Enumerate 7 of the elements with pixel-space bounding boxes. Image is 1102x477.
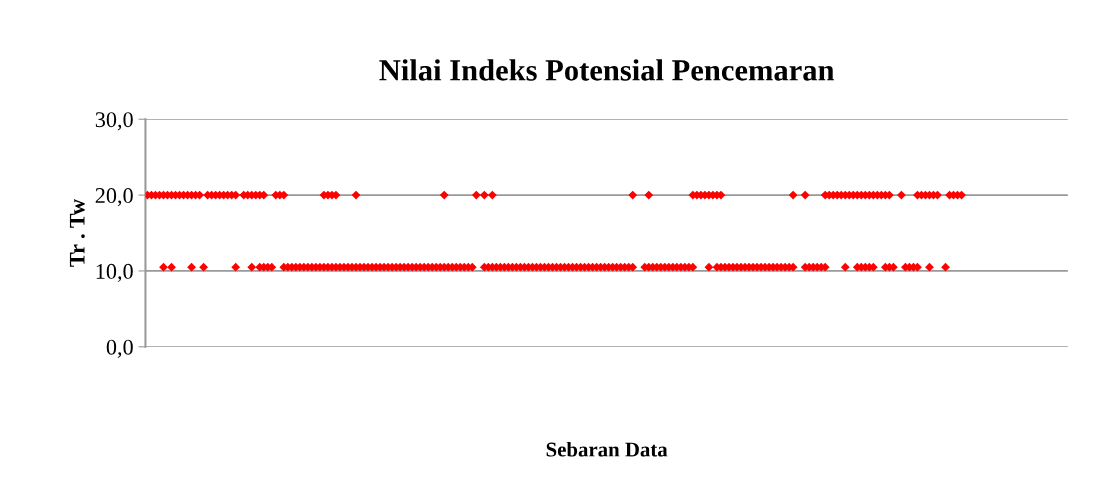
chart-title: Nilai Indeks Potensial Pencemaran	[379, 59, 835, 81]
x-axis-title: Sebaran Data	[546, 441, 668, 457]
y-axis-title: Tr . Tw	[69, 199, 85, 267]
y-tick-label: 10,0	[96, 263, 133, 283]
y-tick-label: 0,0	[106, 339, 133, 358]
y-tick-label: 20,0	[95, 188, 133, 207]
y-tick-label: 30,0	[95, 112, 133, 131]
